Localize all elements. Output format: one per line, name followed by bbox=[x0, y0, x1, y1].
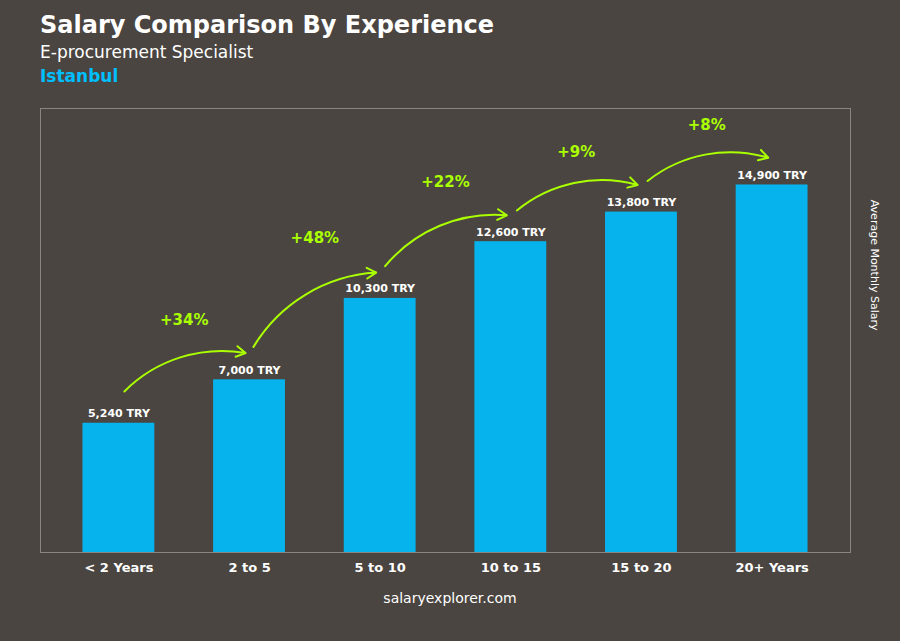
svg-text:Average Monthly Salary: Average Monthly Salary bbox=[868, 200, 881, 331]
svg-text:15 to 20: 15 to 20 bbox=[611, 560, 671, 575]
svg-text:+34%: +34% bbox=[160, 311, 208, 329]
svg-text:7,000 TRY: 7,000 TRY bbox=[219, 364, 282, 377]
svg-text:14,900 TRY: 14,900 TRY bbox=[737, 169, 808, 182]
svg-text:10,300 TRY: 10,300 TRY bbox=[345, 282, 416, 295]
svg-text:13,800 TRY: 13,800 TRY bbox=[607, 196, 678, 209]
svg-text:12,600 TRY: 12,600 TRY bbox=[476, 226, 547, 239]
svg-text:+9%: +9% bbox=[557, 143, 595, 161]
svg-text:2 to 5: 2 to 5 bbox=[228, 560, 270, 575]
svg-text:+48%: +48% bbox=[291, 229, 339, 247]
svg-text:20+ Years: 20+ Years bbox=[735, 560, 809, 575]
svg-text:5 to 10: 5 to 10 bbox=[355, 560, 406, 575]
svg-text:< 2 Years: < 2 Years bbox=[84, 560, 153, 575]
html-text:Istanbul: Istanbul bbox=[40, 66, 119, 86]
svg-text:+22%: +22% bbox=[421, 173, 469, 191]
html-text:salaryexplorer.com: salaryexplorer.com bbox=[383, 590, 517, 606]
svg-text:5,240 TRY: 5,240 TRY bbox=[88, 407, 151, 420]
html-text:Salary Comparison By Experienc: Salary Comparison By Experience bbox=[40, 11, 495, 39]
svg-text:10 to 15: 10 to 15 bbox=[481, 560, 541, 575]
svg-text:+8%: +8% bbox=[688, 116, 726, 134]
html-text:E-procurement Specialist: E-procurement Specialist bbox=[40, 42, 254, 62]
